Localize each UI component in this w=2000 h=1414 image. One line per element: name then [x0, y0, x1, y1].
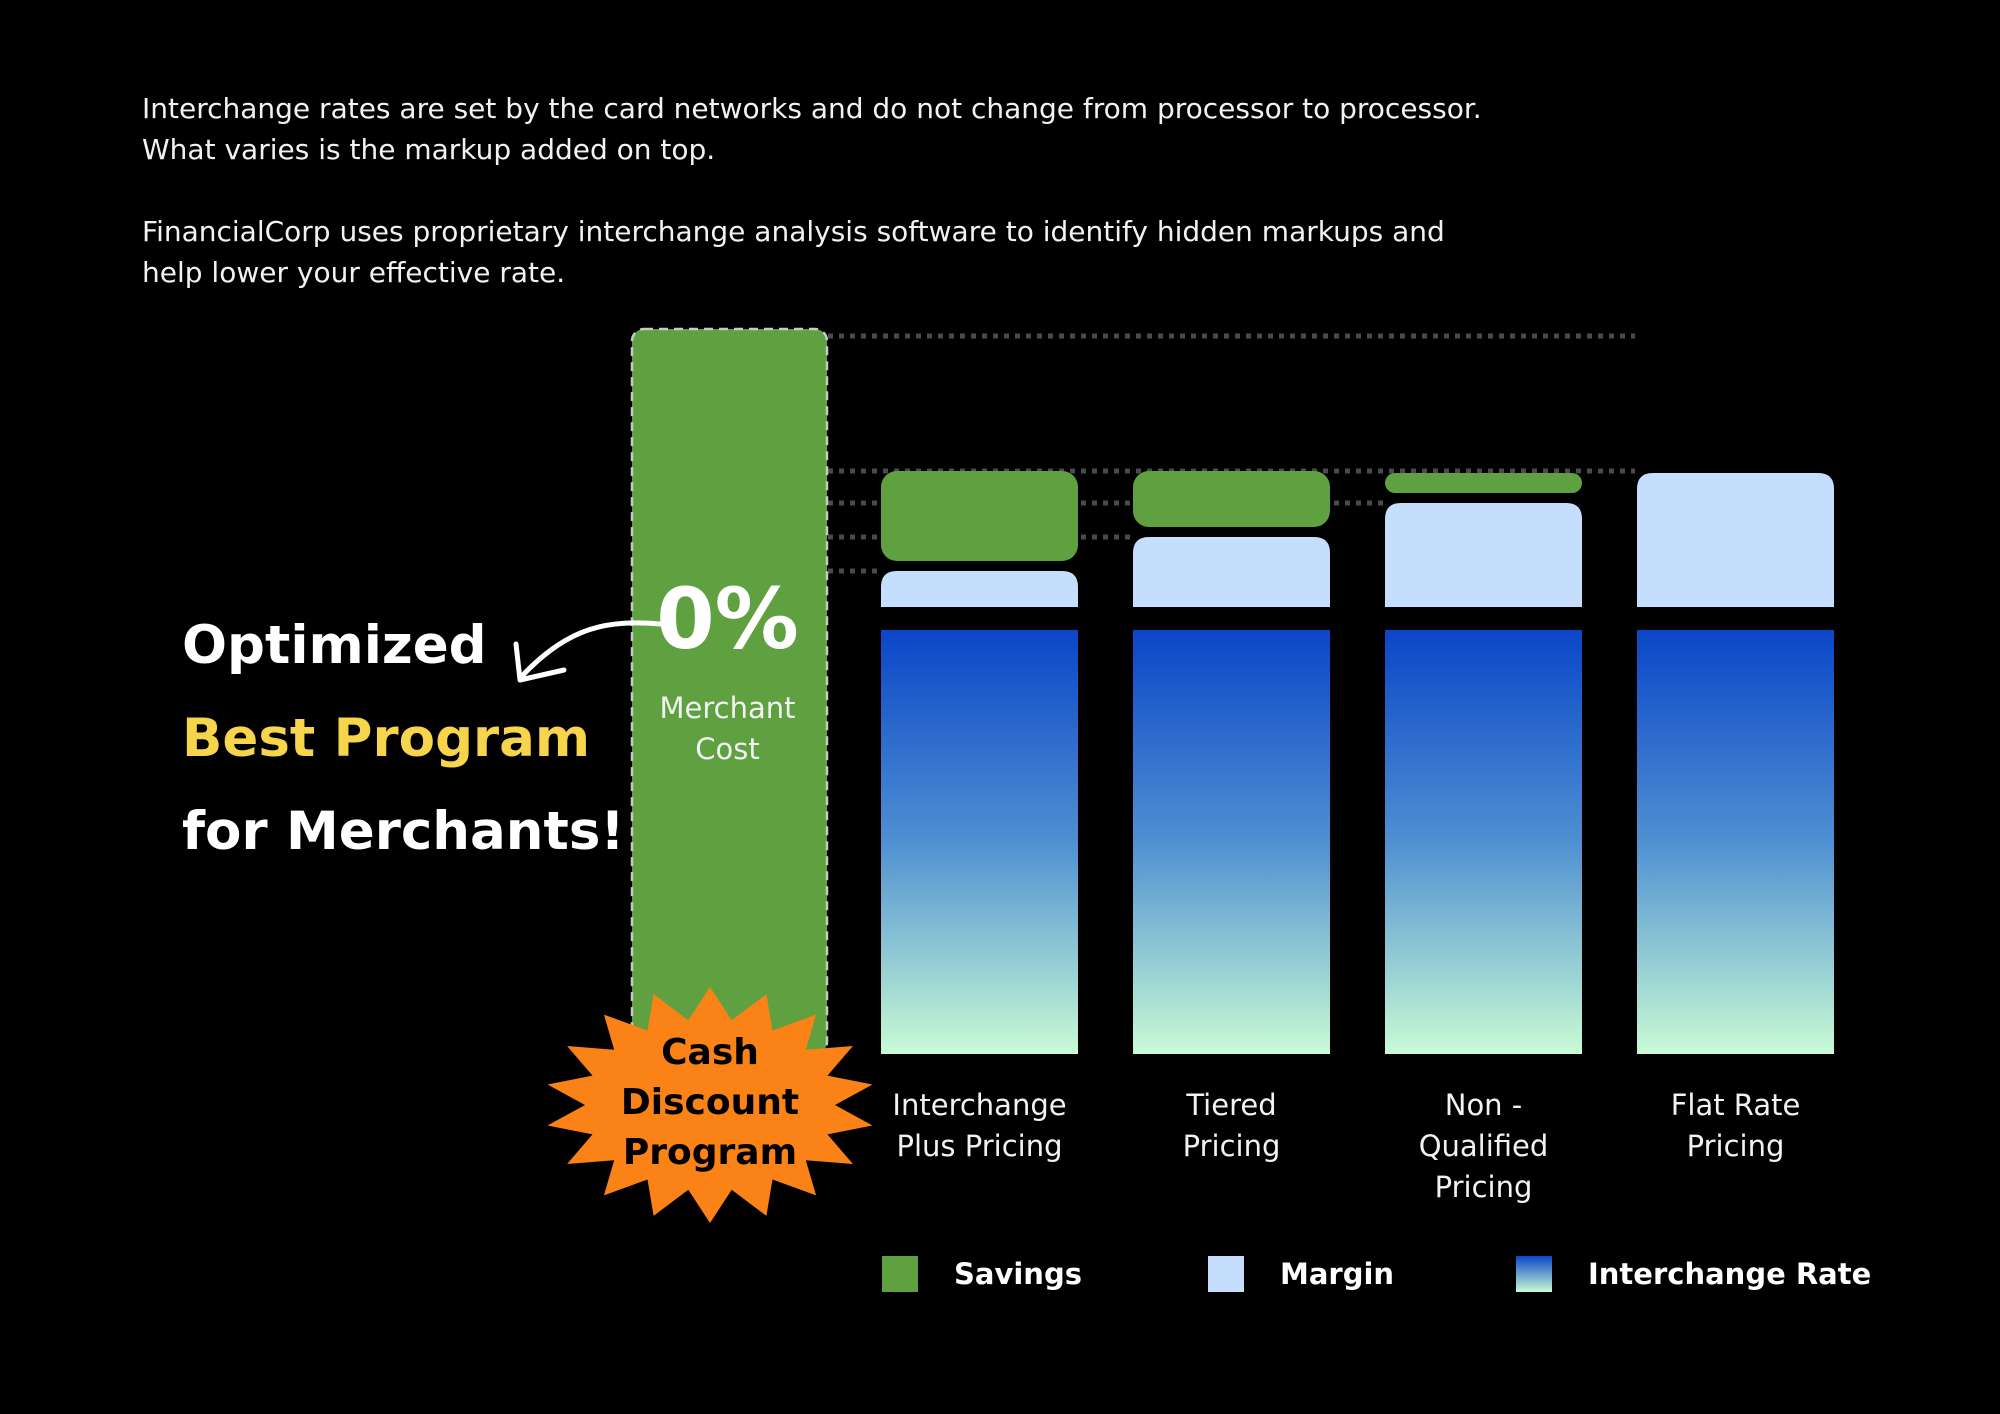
headline-optimized: Optimized	[182, 615, 487, 676]
category-label: Non - Qualified Pricing	[1364, 1085, 1604, 1208]
margin-segment	[1637, 473, 1834, 607]
legend-swatch-interchange	[1514, 1254, 1554, 1294]
badge-line-3: Program	[622, 1132, 798, 1173]
intro-line-1: Interchange rates are set by the card ne…	[142, 92, 1482, 125]
category-label-line: Flat Rate	[1670, 1088, 1801, 1122]
savings-segment	[881, 471, 1078, 561]
savings-segment	[1133, 471, 1330, 527]
interchange-segment	[1133, 630, 1330, 1054]
headline-best-program: Best Program	[182, 708, 591, 769]
headline-for-merchants: for Merchants!	[182, 801, 625, 862]
legend-swatch-margin	[1206, 1254, 1246, 1294]
badge-line-2: Discount	[620, 1082, 800, 1123]
legend-interchange: Interchange Rate	[1514, 1252, 1871, 1296]
bars-group	[881, 471, 1834, 1054]
legend-swatch-savings	[880, 1254, 920, 1294]
curved-arrow-icon	[513, 620, 663, 683]
legend-label-savings: Savings	[954, 1257, 1082, 1291]
merchant-cost-line-2: Cost	[695, 732, 760, 766]
margin-segment	[881, 571, 1078, 607]
badge-line-1: Cash	[661, 1032, 759, 1073]
category-label-line: Qualified	[1418, 1129, 1549, 1163]
category-label: Tiered Pricing	[1112, 1085, 1352, 1167]
interchange-segment	[1637, 630, 1834, 1054]
starburst-badge-icon	[547, 987, 873, 1223]
category-label-line: Plus Pricing	[896, 1129, 1063, 1163]
badge-text: Cash Discount Program	[540, 1028, 880, 1178]
margin-segment	[1133, 537, 1330, 607]
merchant-cost-caption: Merchant Cost	[630, 688, 825, 770]
legend-savings: Savings	[880, 1252, 1082, 1296]
intro-line-4: help lower your effective rate.	[142, 256, 566, 289]
savings-segment	[1385, 473, 1582, 493]
merchant-cost-percent: 0%	[656, 570, 799, 668]
category-label-line: Interchange	[892, 1088, 1067, 1122]
legend-margin: Margin	[1206, 1252, 1394, 1296]
category-label-line: Tiered	[1186, 1088, 1277, 1122]
margin-segment	[1385, 503, 1582, 607]
interchange-segment	[881, 630, 1078, 1054]
legend-label-margin: Margin	[1280, 1257, 1395, 1291]
category-label-line: Pricing	[1434, 1170, 1533, 1204]
category-label: Flat Rate Pricing	[1616, 1085, 1856, 1167]
category-label: Interchange Plus Pricing	[860, 1085, 1100, 1167]
intro-line-3: FinancialCorp uses proprietary interchan…	[142, 215, 1445, 248]
merchant-cost-line-1: Merchant	[659, 691, 796, 725]
category-label-line: Pricing	[1686, 1129, 1785, 1163]
intro-line-2: What varies is the markup added on top.	[142, 133, 716, 166]
legend-label-interchange: Interchange Rate	[1588, 1257, 1872, 1291]
interchange-segment	[1385, 630, 1582, 1054]
category-label-line: Pricing	[1182, 1129, 1281, 1163]
category-label-line: Non -	[1444, 1088, 1523, 1122]
